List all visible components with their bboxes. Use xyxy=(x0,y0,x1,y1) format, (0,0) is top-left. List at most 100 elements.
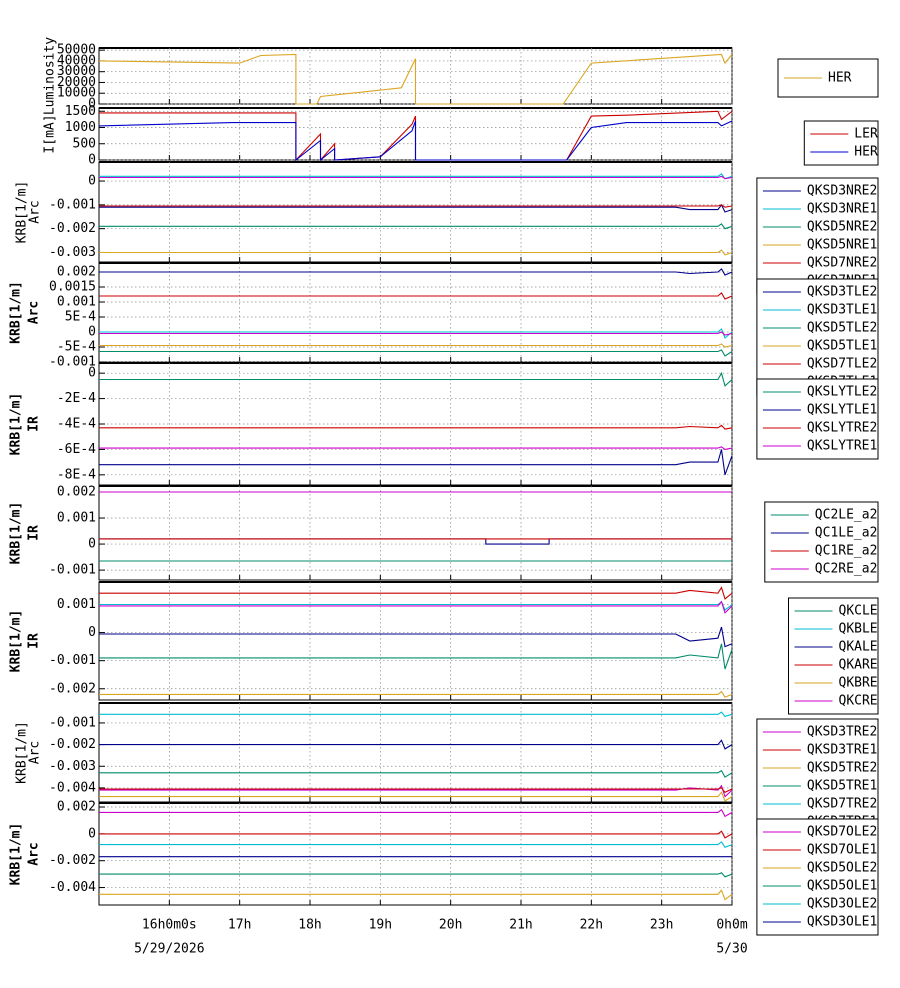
series-line xyxy=(99,841,733,848)
legend-label: QKSD5TRE1 xyxy=(807,779,877,794)
legend-label: LER xyxy=(854,127,878,142)
y-tick-label: -0.002 xyxy=(49,681,96,696)
y-axis-label: I[mA] xyxy=(43,114,58,153)
x-tick-label: 23h xyxy=(650,918,673,933)
legend-label: QKSD3OLE2 xyxy=(807,897,877,912)
y-tick-label: -0.002 xyxy=(49,737,96,752)
legend-label: QKSD5OLE1 xyxy=(807,879,877,894)
legend-label: QKSD3TLE2 xyxy=(807,285,877,300)
y-tick-label: 1500 xyxy=(65,104,96,119)
legend-label: QKSD3NRE2 xyxy=(807,184,877,199)
series-line xyxy=(98,53,733,105)
y-tick-label: -5E-4 xyxy=(57,340,96,355)
series-line xyxy=(99,711,733,718)
series-line xyxy=(99,249,733,256)
x-tick-label: 21h xyxy=(509,918,532,933)
y-axis-label: Arc xyxy=(28,200,43,223)
series-line xyxy=(99,769,733,778)
legend-box xyxy=(803,120,879,166)
y-axis-label: KRB[1/m] xyxy=(9,610,24,673)
series-line xyxy=(99,223,733,230)
y-tick-label: -0.001 xyxy=(49,653,96,668)
x-date-label: 5/30 xyxy=(716,942,747,957)
legend-label: QKSD5TRE2 xyxy=(807,761,877,776)
series-line xyxy=(99,739,733,750)
x-date-label: 5/29/2026 xyxy=(134,942,204,957)
y-tick-label: 0.002 xyxy=(57,484,96,499)
y-tick-label: -0.004 xyxy=(49,880,96,895)
series-line xyxy=(99,175,733,180)
legend-label: QKSD3NRE1 xyxy=(807,202,877,217)
plot-frame xyxy=(98,802,733,906)
y-tick-label: 0 xyxy=(88,537,96,552)
legend-label: QKSD5NRE1 xyxy=(807,238,877,253)
series-line xyxy=(99,292,733,300)
plot-frame xyxy=(98,702,733,803)
legend-label: QC1RE_a2 xyxy=(815,544,878,559)
legend-label: QKSD3TLE1 xyxy=(807,303,877,318)
y-tick-label: -2E-4 xyxy=(57,391,96,406)
legend-label: QKSD7TRE2 xyxy=(807,797,877,812)
legend-box xyxy=(756,818,879,936)
series-line xyxy=(99,872,733,878)
y-tick-label: 50000 xyxy=(57,43,96,58)
series-line xyxy=(99,600,733,614)
y-axis-label: KRB[1/m] xyxy=(9,823,24,886)
y-tick-label: 0 xyxy=(88,826,96,841)
plot-frame xyxy=(98,485,733,581)
y-tick-label: -0.004 xyxy=(49,780,96,795)
x-tick-label: 16h0m0s xyxy=(142,918,197,933)
series-line xyxy=(99,784,733,798)
y-tick-label: 500 xyxy=(73,136,96,151)
y-tick-label: -0.002 xyxy=(49,853,96,868)
legend-label: QC2LE_a2 xyxy=(815,508,878,523)
x-tick-label: 19h xyxy=(369,918,392,933)
y-axis-label: KRB[1/m] xyxy=(15,721,30,784)
y-axis-label: Arc xyxy=(27,301,42,324)
series-line xyxy=(99,343,733,348)
series-line xyxy=(99,787,733,793)
x-tick-label: 0h0m xyxy=(716,918,747,933)
x-tick-label: 17h xyxy=(228,918,251,933)
legend-label: QKSD5OLE2 xyxy=(807,861,877,876)
plot-frame xyxy=(98,161,733,263)
legend-label: QKCRE xyxy=(839,694,878,709)
series-line xyxy=(98,120,733,162)
y-axis-label: IR xyxy=(27,525,42,541)
legend-label: QKSD3TRE1 xyxy=(807,743,877,758)
y-tick-label: -0.001 xyxy=(49,355,96,370)
series-line xyxy=(99,586,733,600)
x-tick-label: 20h xyxy=(439,918,462,933)
y-axis-label: Arc xyxy=(27,842,42,865)
legend-label: HER xyxy=(854,145,878,160)
x-tick-label: 22h xyxy=(580,918,603,933)
legend-label: QKSD5NRE2 xyxy=(807,220,877,235)
legend-label: QKBRE xyxy=(839,676,878,691)
series-line xyxy=(99,328,733,339)
y-axis-label: KRB[1/m] xyxy=(15,181,30,244)
y-tick-label: 1000 xyxy=(65,120,96,135)
y-tick-label: 0 xyxy=(88,325,96,340)
legend-label: QKCLE xyxy=(839,604,878,619)
series-line xyxy=(99,889,733,901)
y-tick-label: 10000 xyxy=(57,86,96,101)
legend-box xyxy=(756,718,879,836)
y-tick-label: 0.001 xyxy=(57,295,96,310)
series-line xyxy=(99,268,733,276)
legend-label: QKSD5TLE2 xyxy=(807,321,877,336)
series-line xyxy=(99,371,733,387)
series-line xyxy=(99,449,733,475)
y-tick-label: 0 xyxy=(88,366,96,381)
legend-label: QKSLYTLE2 xyxy=(807,385,877,400)
y-axis-label: KRB[1/m] xyxy=(9,393,24,456)
x-tick-label: 18h xyxy=(298,918,321,933)
series-line xyxy=(99,203,733,213)
y-axis-label: KRB[1/m] xyxy=(9,502,24,565)
y-tick-label: 0.002 xyxy=(57,800,96,815)
legend-label: QC2RE_a2 xyxy=(815,562,878,577)
series-line xyxy=(99,830,733,839)
y-tick-label: 0.0015 xyxy=(49,280,96,295)
y-axis-label: Arc xyxy=(28,741,43,764)
